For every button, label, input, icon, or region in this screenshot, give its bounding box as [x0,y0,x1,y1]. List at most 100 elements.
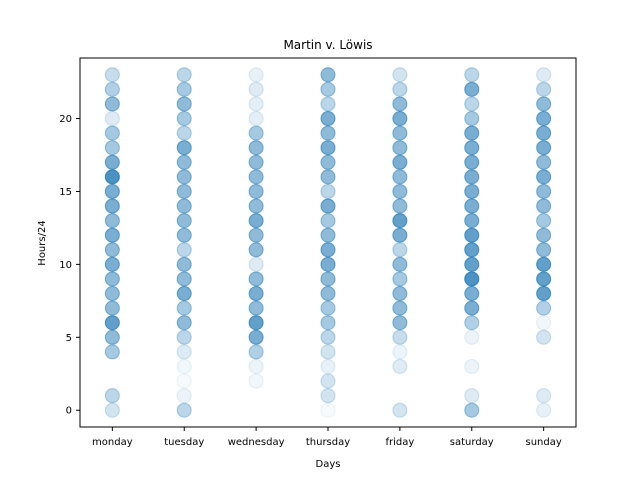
data-point [536,402,552,418]
data-point [320,315,336,331]
data-point [176,183,192,199]
data-point [104,125,120,141]
data-point [104,96,120,112]
data-point [392,140,408,156]
data-point [176,140,192,156]
data-point [536,300,552,316]
data-point [320,198,336,214]
data-point [392,256,408,272]
data-point [536,140,552,156]
data-point [464,213,480,229]
data-point [176,111,192,127]
data-point [104,227,120,243]
data-point [464,402,480,418]
data-point [104,256,120,272]
data-point [248,111,264,127]
data-point [464,111,480,127]
y-tick-label: 15 [59,187,72,198]
data-point [104,315,120,331]
data-point [320,242,336,258]
data-point [320,329,336,345]
data-point [248,344,264,360]
data-point [392,227,408,243]
data-point [248,125,264,141]
data-point [104,111,120,127]
data-point [248,169,264,185]
data-point [536,242,552,258]
data-point [536,154,552,170]
data-point [536,169,552,185]
data-point [464,183,480,199]
data-point [104,81,120,97]
x-tick-label: friday [385,437,414,448]
data-point [464,169,480,185]
data-point [464,271,480,287]
data-point [392,125,408,141]
data-point [536,256,552,272]
x-tick-label: monday [92,437,133,448]
data-point [392,111,408,127]
data-point [320,169,336,185]
x-tick-label: thursday [306,437,350,448]
data-point [176,300,192,316]
data-point [464,388,480,404]
points-layer [104,67,552,418]
data-point [176,358,192,374]
data-point [392,286,408,302]
data-point [536,329,552,345]
data-point [392,169,408,185]
data-point [248,81,264,97]
data-point [320,344,336,360]
data-point [464,154,480,170]
data-point [536,67,552,83]
x-tick-label: tuesday [164,437,204,448]
x-axis-label: Days [316,459,341,470]
data-point [464,96,480,112]
data-point [464,300,480,316]
data-point [248,315,264,331]
data-point [104,67,120,83]
x-tick-label: saturday [450,437,494,448]
data-point [464,81,480,97]
data-point [392,315,408,331]
data-point [248,286,264,302]
data-point [248,373,264,389]
data-point [176,213,192,229]
data-point [392,344,408,360]
data-point [176,67,192,83]
data-point [392,96,408,112]
x-tick-label: wednesday [228,437,285,448]
data-point [464,242,480,258]
data-point [464,329,480,345]
data-point [248,183,264,199]
y-tick-label: 10 [59,260,72,271]
data-point [320,388,336,404]
data-point [320,111,336,127]
data-point [248,198,264,214]
data-point [248,227,264,243]
data-point [392,154,408,170]
data-point [392,81,408,97]
data-point [104,388,120,404]
data-point [320,96,336,112]
y-axis: 0 5 10 15 20 [59,114,80,417]
data-point [320,81,336,97]
y-tick-label: 0 [66,406,72,417]
data-point [320,256,336,272]
data-point [464,67,480,83]
data-point [176,169,192,185]
data-point [248,271,264,287]
data-point [104,286,120,302]
data-point [536,315,552,331]
data-point [248,96,264,112]
data-point [536,125,552,141]
data-point [392,329,408,345]
data-point [320,213,336,229]
y-axis-label: Hours/24 [37,220,48,265]
data-point [248,213,264,229]
data-point [392,300,408,316]
data-point [104,271,120,287]
data-point [320,183,336,199]
data-point [536,96,552,112]
